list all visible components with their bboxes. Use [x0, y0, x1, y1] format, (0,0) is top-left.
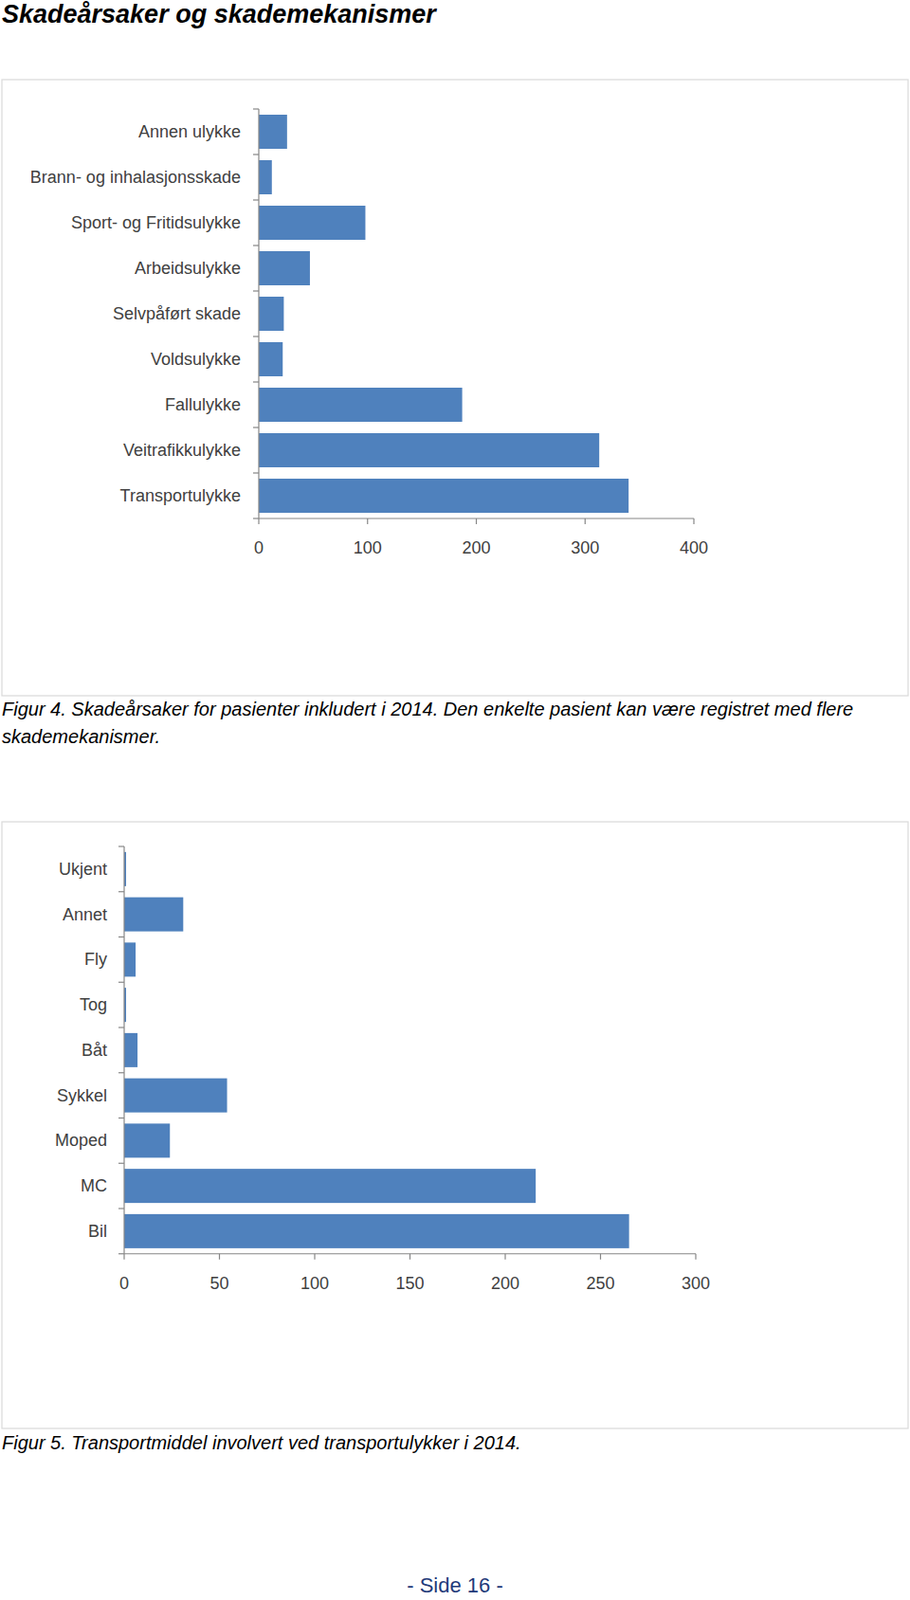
category-tick — [253, 244, 259, 246]
category-label: Selvpåført skade — [112, 304, 241, 324]
value-tick — [218, 1254, 220, 1260]
bar — [124, 1033, 138, 1068]
category-label: Annen ulykke — [138, 122, 241, 142]
tick-label: 400 — [679, 538, 709, 558]
category-tick — [118, 1026, 125, 1028]
page-canvas: Annen ulykke Brann- og inhalasjonsskade Sp… — [0, 0, 910, 1600]
category-label: Moped — [54, 1130, 108, 1150]
category-tick — [118, 845, 125, 847]
bar — [258, 160, 273, 195]
tick-label: 300 — [570, 538, 600, 558]
bar — [124, 942, 136, 977]
chart: Annen ulykke Brann- og inhalasjonsskade Sp… — [1, 79, 909, 696]
bar — [124, 1168, 536, 1203]
tick-label: 100 — [353, 538, 383, 558]
category-tick — [118, 936, 125, 938]
value-tick — [366, 518, 368, 525]
tick-label: 0 — [119, 1274, 129, 1293]
tick-label: 200 — [491, 1274, 520, 1293]
value-tick — [600, 1254, 601, 1260]
tick-label: 300 — [681, 1274, 710, 1293]
category-label: MC — [80, 1176, 108, 1196]
category-tick — [253, 108, 259, 110]
category-label: Arbeidsulykke — [134, 258, 241, 278]
value-tick — [123, 1254, 125, 1260]
bar — [124, 1078, 228, 1113]
value-tick — [504, 1254, 506, 1260]
bar — [258, 478, 629, 513]
value-tick — [313, 1254, 315, 1260]
category-axis — [257, 109, 259, 519]
category-label: Voldsulykke — [150, 349, 241, 369]
tick-label: 200 — [461, 538, 491, 558]
category-axis — [123, 846, 125, 1255]
category-tick — [253, 153, 259, 155]
page-heading: Skadeårsaker og skademekanismer — [1, 0, 437, 30]
bar — [258, 433, 600, 468]
chart-frame — [1, 821, 909, 1429]
category-tick — [253, 381, 259, 383]
tick-label: 0 — [254, 538, 264, 558]
category-label: Brann- og inhalasjonsskade — [30, 167, 241, 187]
category-tick — [253, 199, 259, 201]
bar — [258, 387, 463, 422]
tick-label: 250 — [585, 1274, 615, 1293]
category-tick — [118, 1072, 125, 1074]
value-tick — [584, 518, 586, 525]
category-label: Tog — [79, 995, 108, 1015]
category-label: Transportulykke — [120, 486, 241, 506]
category-label: Fly — [84, 949, 108, 969]
bar — [258, 114, 288, 149]
bars — [258, 114, 629, 513]
category-label: Sykkel — [56, 1086, 108, 1106]
chart-frame — [1, 79, 909, 696]
value-tick — [409, 1254, 411, 1260]
tick-label: 150 — [395, 1274, 424, 1293]
figure-caption: Figur 4. Skadeårsaker for pasienter inkl… — [1, 695, 903, 751]
category-tick — [253, 335, 259, 337]
value-tick — [692, 518, 694, 525]
category-label: Sport- og Fritidsulykke — [71, 213, 241, 233]
tick-label: 100 — [300, 1274, 329, 1293]
chart: Ukjent Annet Fly Tog Båt Sykkel Moped MC Bil 0 50 1… — [1, 821, 909, 1429]
value-tick — [694, 1254, 696, 1260]
category-tick — [118, 1253, 125, 1255]
category-tick — [118, 1207, 125, 1209]
category-tick — [118, 891, 125, 892]
bars — [124, 852, 630, 1249]
category-tick — [118, 1163, 125, 1165]
value-tick — [257, 518, 259, 525]
bar — [124, 1214, 630, 1249]
bar — [124, 897, 183, 932]
bar — [258, 296, 284, 331]
category-label: Bil — [88, 1221, 108, 1241]
value-tick — [475, 518, 477, 525]
bar — [258, 205, 365, 240]
category-tick — [118, 1117, 125, 1119]
bar — [124, 1123, 170, 1158]
bar — [258, 342, 283, 377]
category-label: Båt — [81, 1040, 108, 1060]
category-label: Fallulykke — [164, 395, 241, 415]
figure-caption: Figur 5. Transportmiddel involvert ved t… — [1, 1429, 903, 1457]
category-tick — [253, 517, 259, 519]
tick-label: 50 — [209, 1274, 229, 1293]
bar — [258, 251, 310, 286]
category-tick — [253, 472, 259, 474]
category-tick — [253, 290, 259, 292]
page-number: - Side 16 - — [0, 1573, 910, 1599]
category-tick — [253, 426, 259, 428]
category-label: Ukjent — [58, 859, 108, 879]
category-label: Annet — [62, 905, 108, 925]
category-label: Veitrafikkulykke — [123, 440, 241, 460]
category-tick — [118, 982, 125, 983]
